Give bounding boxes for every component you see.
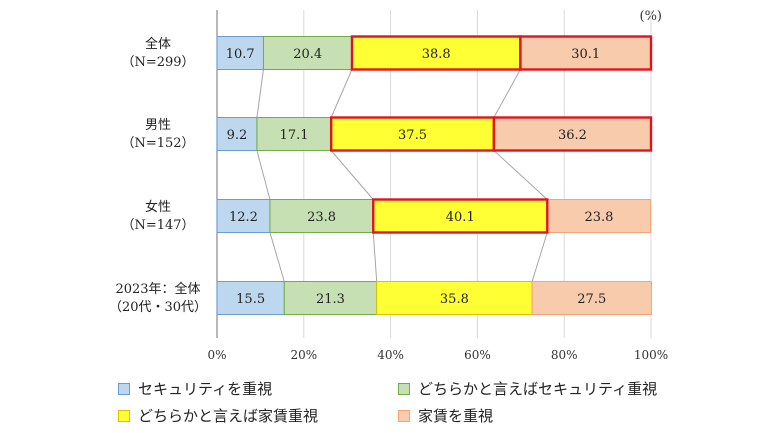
data-label: 20.4 xyxy=(293,47,322,62)
connector-line xyxy=(493,69,521,118)
x-tick-label: 80% xyxy=(551,348,578,362)
data-label: 40.1 xyxy=(446,210,475,225)
data-label: 10.7 xyxy=(226,47,255,62)
category-label: （N=147） xyxy=(121,218,194,233)
data-label: 15.5 xyxy=(236,292,265,307)
data-label: 17.1 xyxy=(280,128,309,143)
bar-segment xyxy=(216,281,285,315)
category-label: （N=299） xyxy=(121,55,194,70)
category-label: 女性 xyxy=(145,199,171,215)
bar-segment xyxy=(372,199,548,233)
data-label: 12.2 xyxy=(229,210,258,225)
category-label: 全体 xyxy=(145,36,171,52)
data-label: 27.5 xyxy=(577,292,606,307)
bars: 10.7 20.4 38.8 30.1 9.2 17.1 37.5 36.2 12.2 23.8 4… xyxy=(216,35,653,315)
x-tick-label: 0% xyxy=(207,348,226,362)
connector-line xyxy=(372,232,378,282)
bar-segment xyxy=(531,281,652,315)
category-label: （20代・30代） xyxy=(109,300,207,315)
data-label: 21.3 xyxy=(316,292,345,307)
bar-segment xyxy=(283,281,378,315)
connector-line xyxy=(330,69,353,118)
highlight-border xyxy=(492,116,653,152)
data-label: 36.2 xyxy=(558,128,587,143)
data-label: 38.8 xyxy=(422,47,451,62)
data-label: 23.8 xyxy=(584,210,613,225)
data-label: 23.8 xyxy=(307,210,336,225)
x-tick-label: 60% xyxy=(464,348,491,362)
bar-segment xyxy=(376,281,533,315)
data-label: 35.8 xyxy=(440,292,469,307)
connector-line xyxy=(493,150,548,200)
category-labels: 全体 （N=299） 男性 （N=152） 女性 （N=147） 2023年：全体 （20代・… xyxy=(109,36,207,315)
category-label: 2023年：全体 xyxy=(115,281,200,297)
connector-line xyxy=(256,150,271,200)
x-tick-label: 20% xyxy=(290,348,317,362)
x-tick-label: 100% xyxy=(634,348,668,362)
data-label: 30.1 xyxy=(571,47,600,62)
data-label: 9.2 xyxy=(227,128,248,143)
category-label: 男性 xyxy=(145,118,171,133)
connector-line xyxy=(531,232,548,282)
connector-line xyxy=(269,232,285,282)
highlight-border xyxy=(519,35,653,71)
x-tick-label: 40% xyxy=(377,348,404,362)
connector-line xyxy=(256,69,264,118)
data-label: 37.5 xyxy=(398,128,427,143)
category-label: （N=152） xyxy=(121,136,194,151)
bar-segment xyxy=(216,199,271,233)
bar-segment xyxy=(546,199,652,233)
bar-segment xyxy=(262,36,353,70)
x-tick-labels: 0% 20% 40% 60% 80% 100% xyxy=(207,348,668,362)
series-connector-lines xyxy=(256,69,548,282)
bar-segment xyxy=(256,117,332,151)
highlight-border xyxy=(372,198,549,234)
connector-line xyxy=(330,150,374,200)
